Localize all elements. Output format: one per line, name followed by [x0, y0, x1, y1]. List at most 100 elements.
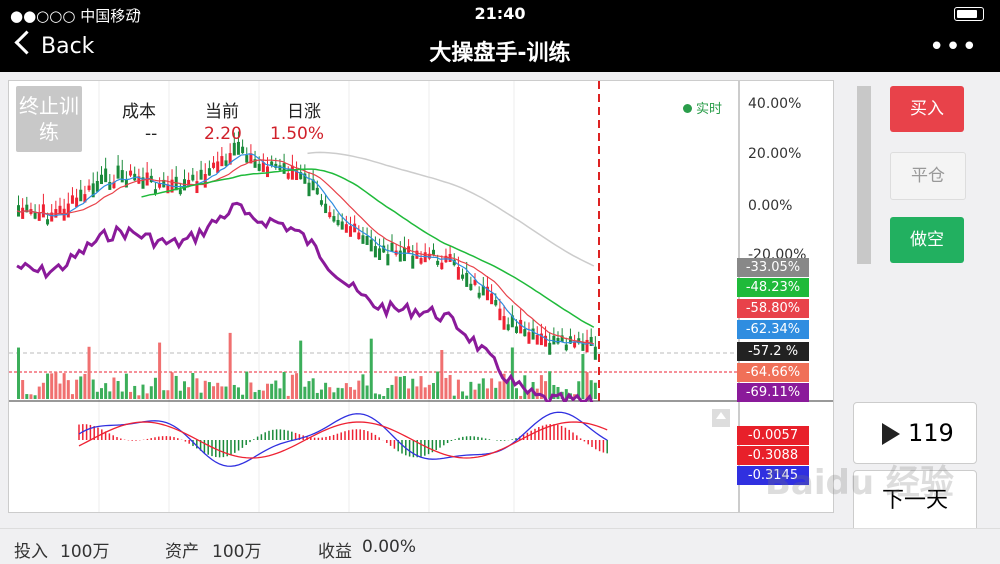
- volume-bar: [120, 391, 124, 399]
- kline-chart[interactable]: [8, 80, 834, 404]
- play-icon: [882, 423, 900, 445]
- axis-tick: 20.00%: [748, 146, 802, 162]
- candle-body: [270, 161, 274, 166]
- cost-value: --: [145, 124, 158, 144]
- volume-bar: [116, 381, 120, 399]
- baidu-watermark: Baidu 经验: [765, 463, 954, 503]
- candle-body: [191, 174, 195, 181]
- back-button[interactable]: Back: [14, 30, 94, 59]
- candle-body: [241, 146, 245, 154]
- candle-body: [515, 326, 518, 333]
- volume-bar: [216, 382, 220, 399]
- volume-bar: [236, 387, 240, 399]
- volume-bar: [158, 342, 162, 399]
- volume-bar: [290, 374, 294, 399]
- candle-body: [386, 254, 390, 266]
- volume-bar: [21, 380, 25, 399]
- volume-bar: [506, 379, 510, 399]
- short-button[interactable]: 做空: [890, 217, 964, 263]
- volume-bar: [261, 390, 265, 399]
- candle-body: [166, 184, 170, 194]
- volume-bar: [539, 375, 543, 399]
- volume-bar: [485, 388, 489, 399]
- volume-bar: [282, 371, 286, 399]
- volume-bar: [25, 394, 29, 399]
- volume-bar: [548, 371, 552, 399]
- collapse-arrow-icon[interactable]: [712, 409, 730, 427]
- play-button[interactable]: 119: [853, 402, 977, 464]
- volume-bar: [481, 378, 485, 399]
- volume-bar: [473, 389, 477, 399]
- volume-bar: [307, 381, 311, 399]
- candle-body: [369, 239, 373, 252]
- candle-body: [261, 162, 265, 172]
- volume-bar: [129, 391, 133, 399]
- candle-body: [108, 181, 112, 190]
- volume-bar: [386, 388, 390, 399]
- volume-bar: [95, 391, 99, 399]
- candle-body: [411, 255, 415, 269]
- volume-bar: [274, 380, 278, 399]
- candle-body: [423, 252, 427, 263]
- volume-bar: [461, 391, 465, 399]
- candle-body: [187, 179, 191, 187]
- macd-tag: -0.3145: [737, 466, 809, 485]
- volume-bar: [589, 380, 593, 399]
- volume-bar: [79, 376, 83, 399]
- candle-body: [199, 169, 203, 180]
- more-icon[interactable]: •••: [928, 32, 978, 62]
- candle-body: [461, 274, 465, 279]
- volume-bar: [556, 386, 560, 399]
- candle-body: [319, 200, 323, 205]
- ma-tag: -62.34%: [737, 320, 809, 339]
- volume-bar: [585, 372, 589, 399]
- volume-bar: [224, 386, 228, 399]
- volume-bar: [170, 372, 174, 399]
- ma-tag: -57.2 %: [737, 342, 809, 361]
- close-position-button[interactable]: 平仓: [890, 152, 966, 200]
- next-day-button[interactable]: 下一天: [853, 470, 977, 532]
- buy-button[interactable]: 买入: [890, 86, 964, 132]
- carrier-signal: ●●○○○ 中国移动: [10, 7, 141, 25]
- candle-body: [216, 161, 220, 173]
- volume-bar: [66, 380, 70, 399]
- macd-chart[interactable]: [8, 402, 834, 513]
- volume-bar: [220, 386, 224, 399]
- invest-value: 100万: [60, 542, 110, 562]
- volume-bar: [149, 386, 153, 399]
- candle-body: [212, 162, 216, 168]
- volume-bar: [361, 374, 365, 399]
- volume-bar: [365, 385, 369, 399]
- volume-bar: [336, 387, 340, 399]
- candle-body: [174, 176, 178, 191]
- volume-bar: [187, 387, 191, 399]
- candle-body: [382, 245, 386, 253]
- candle-body: [390, 242, 394, 252]
- volume-bar: [510, 347, 514, 399]
- candle-body: [340, 221, 344, 230]
- candle-body: [50, 212, 54, 222]
- candle-body: [37, 212, 41, 221]
- macd-tag: -0.0057: [737, 426, 809, 445]
- asset-value: 100万: [212, 542, 262, 562]
- stop-training-button[interactable]: 终止训练: [16, 86, 82, 152]
- ma-tag: -69.11%: [737, 383, 809, 402]
- candle-body: [332, 216, 336, 222]
- volume-bar: [249, 382, 253, 399]
- candle-body: [361, 235, 365, 244]
- candle-body: [70, 195, 74, 204]
- dif-line: [78, 411, 608, 467]
- change-label: 日涨: [287, 102, 321, 122]
- volume-bar: [315, 392, 319, 399]
- side-scrollbar[interactable]: [857, 86, 871, 264]
- volume-bar: [494, 387, 498, 399]
- volume-bar: [390, 384, 394, 399]
- candle-body: [436, 260, 440, 265]
- candle-body: [539, 333, 543, 346]
- candle-body: [116, 165, 120, 179]
- play-count: 119: [908, 419, 954, 447]
- candle-body: [373, 246, 377, 258]
- volume-bar: [427, 384, 431, 399]
- volume-bar: [452, 395, 456, 399]
- volume-bar: [373, 393, 377, 399]
